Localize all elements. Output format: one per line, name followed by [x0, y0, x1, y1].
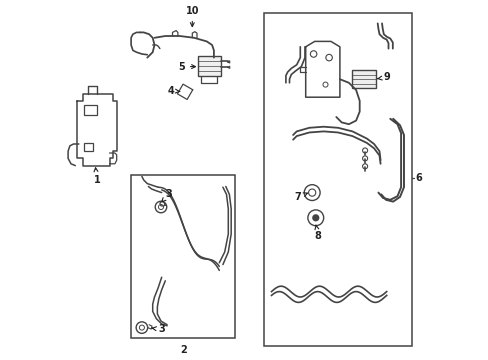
Text: 10: 10 — [185, 6, 199, 27]
Text: 5: 5 — [178, 62, 195, 72]
Text: 3: 3 — [162, 189, 172, 202]
Circle shape — [311, 214, 319, 221]
Text: 4: 4 — [167, 86, 180, 96]
Text: 1: 1 — [93, 168, 100, 185]
Bar — [131, 175, 235, 338]
Bar — [264, 13, 411, 346]
Bar — [84, 143, 93, 151]
Text: 6: 6 — [415, 173, 421, 183]
Bar — [197, 56, 221, 76]
Text: 2: 2 — [180, 345, 186, 355]
Text: 9: 9 — [377, 72, 389, 82]
Bar — [84, 105, 97, 115]
Text: 8: 8 — [314, 225, 321, 241]
Bar — [352, 70, 375, 88]
Text: 3: 3 — [152, 324, 164, 334]
Text: 7: 7 — [294, 192, 307, 202]
